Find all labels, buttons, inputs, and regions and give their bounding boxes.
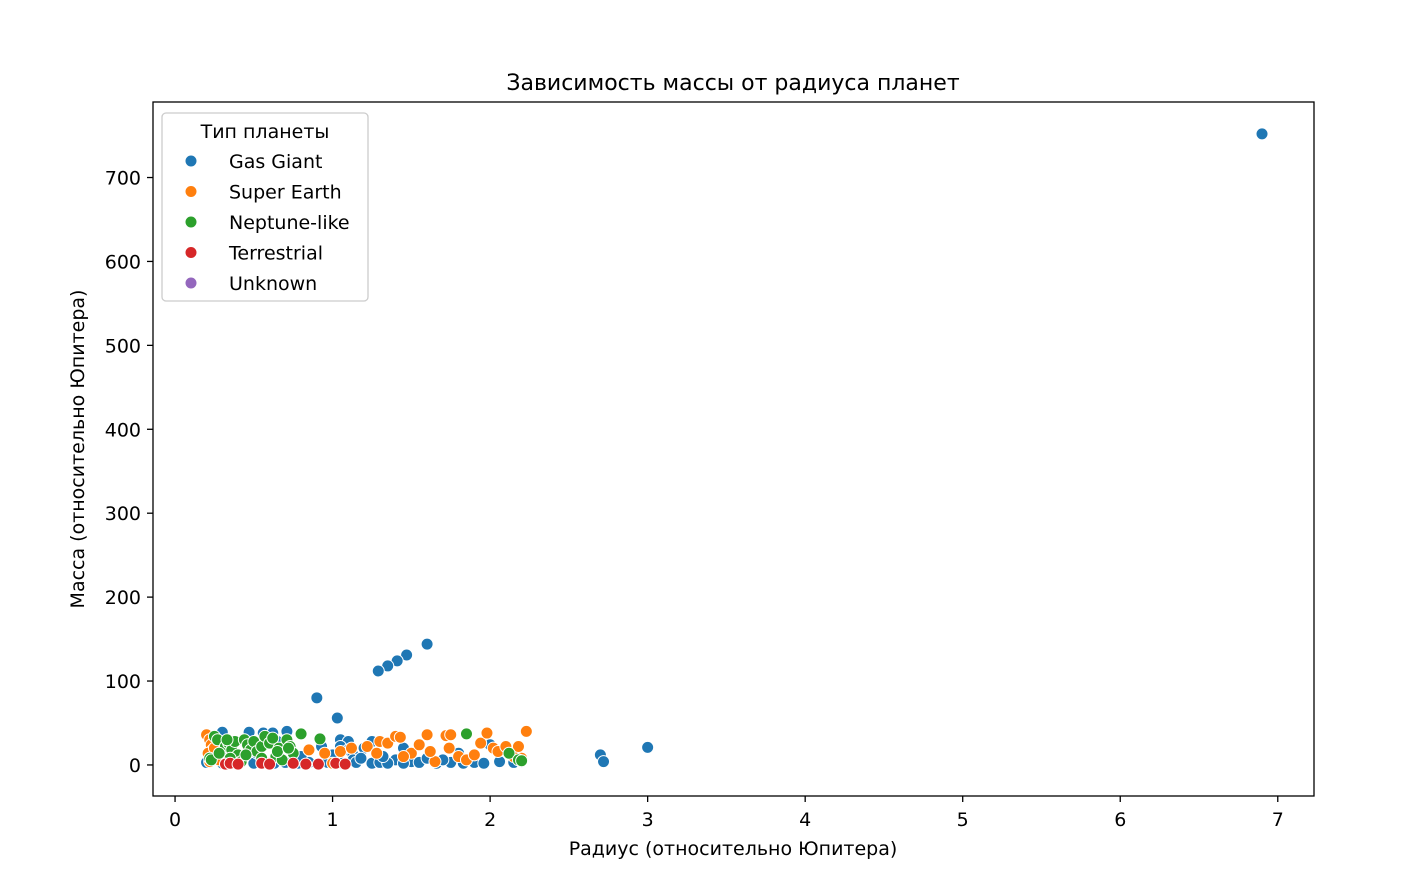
x-axis-label: Радиус (относительно Юпитера) <box>569 838 898 860</box>
legend-entries: Gas Giant Super Earth Neptune-like Terrestr… <box>184 151 350 295</box>
x-tick-label: 6 <box>1114 809 1126 831</box>
data-point-gas-giant <box>1255 127 1269 141</box>
data-point-super-earth <box>519 724 533 738</box>
y-tick-label: 600 <box>105 251 141 273</box>
data-point-super-earth <box>467 748 481 762</box>
data-point-super-earth <box>396 750 410 764</box>
data-point-gas-giant <box>597 755 611 769</box>
data-point-super-earth <box>393 730 407 744</box>
y-tick-label: 700 <box>105 168 141 190</box>
data-point-super-earth <box>444 728 458 742</box>
data-point-neptune-like <box>459 727 473 741</box>
x-tick-label: 5 <box>957 809 969 831</box>
data-point-neptune-like <box>270 745 284 759</box>
data-point-neptune-like <box>239 748 253 762</box>
data-point-super-earth <box>474 736 488 750</box>
data-point-neptune-like <box>281 741 295 755</box>
legend-marker-terrestrial <box>184 246 198 259</box>
y-tick-label: 500 <box>105 335 141 357</box>
data-point-neptune-like <box>502 746 516 760</box>
data-point-super-earth <box>420 728 434 742</box>
data-point-neptune-like <box>212 746 226 760</box>
y-tick-label: 100 <box>105 671 141 693</box>
legend-label-super-earth: Super Earth <box>229 182 342 204</box>
y-axis-label: Масса (относительно Юпитера) <box>67 290 89 609</box>
data-point-terrestrial <box>231 757 245 771</box>
data-point-terrestrial <box>338 757 352 771</box>
x-tick-label: 1 <box>327 809 339 831</box>
data-point-super-earth <box>318 746 332 760</box>
data-point-gas-giant <box>477 756 491 770</box>
legend-box <box>161 112 369 302</box>
data-point-super-earth <box>423 745 437 759</box>
legend: Тип планеты Gas Giant Super Earth Neptune-… <box>161 112 369 302</box>
plot-frame <box>152 101 1315 797</box>
x-axis: 0 1 2 3 4 5 6 7 <box>169 796 1284 831</box>
data-point-gas-giant <box>371 664 385 678</box>
data-point-terrestrial <box>299 757 313 771</box>
chart-title: Зависимость массы от радиуса планет <box>506 71 959 96</box>
data-point-terrestrial <box>263 757 277 771</box>
legend-marker-neptune-like <box>184 215 198 229</box>
legend-label-neptune-like: Neptune-like <box>229 212 350 234</box>
legend-label-unknown: Unknown <box>229 273 317 295</box>
legend-label-gas-giant: Gas Giant <box>229 151 322 173</box>
x-tick-label: 3 <box>642 809 654 831</box>
data-point-super-earth <box>333 745 347 759</box>
y-tick-label: 300 <box>105 503 141 525</box>
legend-title: Тип планеты <box>200 121 330 143</box>
data-point-terrestrial <box>311 757 325 771</box>
y-tick-label: 200 <box>105 587 141 609</box>
x-tick-label: 7 <box>1272 809 1284 831</box>
x-tick-label: 2 <box>484 809 496 831</box>
data-point-super-earth <box>360 739 374 753</box>
legend-marker-super-earth <box>184 185 198 198</box>
data-point-gas-giant <box>400 648 414 662</box>
data-point-super-earth <box>302 743 316 757</box>
data-point-super-earth <box>370 746 384 760</box>
y-tick-label: 0 <box>129 755 141 777</box>
data-point-super-earth <box>442 741 456 755</box>
data-point-terrestrial <box>286 756 300 770</box>
data-point-gas-giant <box>310 691 324 705</box>
y-axis: 0 100 200 300 400 500 600 700 <box>105 168 153 777</box>
data-point-neptune-like <box>294 727 308 741</box>
x-tick-label: 4 <box>799 809 811 831</box>
data-point-super-earth <box>511 739 525 753</box>
data-point-neptune-like <box>515 754 529 768</box>
data-point-super-earth <box>480 726 494 740</box>
data-point-gas-giant <box>420 637 434 651</box>
data-point-neptune-like <box>220 733 234 747</box>
data-point-gas-giant <box>330 711 344 725</box>
data-point-gas-giant <box>354 751 368 765</box>
legend-label-terrestrial: Terrestrial <box>228 243 323 265</box>
y-tick-label: 400 <box>105 419 141 441</box>
points-layer <box>200 127 1269 771</box>
legend-marker-unknown <box>184 276 198 290</box>
data-point-neptune-like <box>313 732 327 746</box>
data-point-super-earth <box>344 741 358 755</box>
x-tick-label: 0 <box>169 809 181 831</box>
data-point-neptune-like <box>266 731 280 745</box>
legend-marker-gas-giant <box>184 154 198 168</box>
data-point-super-earth <box>412 738 426 752</box>
data-point-gas-giant <box>641 740 655 754</box>
